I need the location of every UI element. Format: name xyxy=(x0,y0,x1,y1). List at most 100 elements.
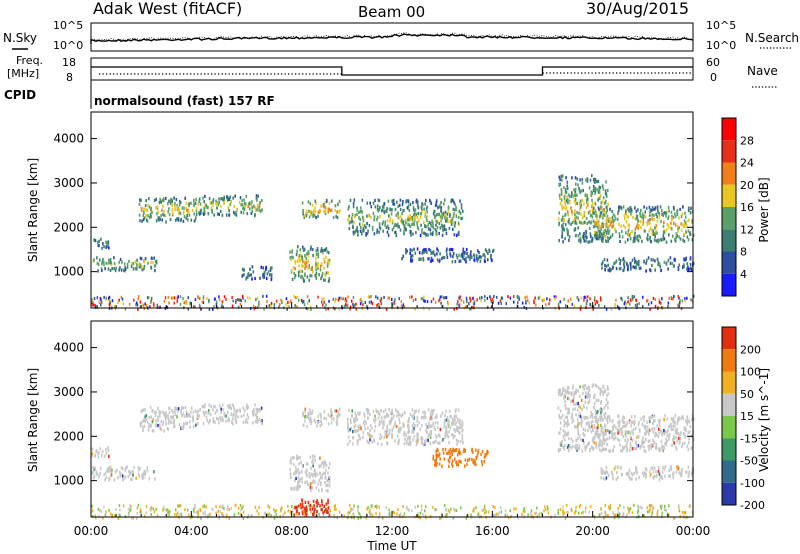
echo-cell xyxy=(405,248,407,252)
echo-cell xyxy=(684,435,686,439)
echo-cell xyxy=(566,184,568,188)
echo-cell xyxy=(165,415,168,419)
noise-echo xyxy=(295,512,298,516)
noise-echo xyxy=(179,302,182,306)
noise-echo xyxy=(652,504,654,508)
noise-echo xyxy=(318,512,320,516)
noise-echo xyxy=(426,300,429,304)
echo-cell xyxy=(173,419,176,423)
echo-cell xyxy=(645,472,647,476)
echo-cell xyxy=(445,231,448,236)
echo-cell xyxy=(366,221,368,226)
echo-cell xyxy=(571,420,574,424)
noise-echo xyxy=(193,509,195,513)
echo-cell xyxy=(685,470,687,474)
noise-echo xyxy=(604,510,606,514)
echo-cell xyxy=(583,202,585,206)
echo-cell xyxy=(638,428,641,432)
echo-cell xyxy=(372,410,375,414)
noise-echo xyxy=(515,507,517,511)
noise-echo xyxy=(242,296,244,300)
echo-cell xyxy=(567,419,569,423)
noise-echo xyxy=(139,300,142,304)
echo-cell xyxy=(575,402,577,406)
echo-cell xyxy=(377,416,380,420)
echo-cell xyxy=(658,427,660,431)
echo-cell xyxy=(589,449,591,453)
noise-echo xyxy=(658,298,661,302)
echo-cell xyxy=(406,249,408,253)
echo-cell xyxy=(427,233,429,237)
echo-cell xyxy=(262,274,264,279)
echo-cell xyxy=(328,207,330,211)
echo-cell xyxy=(659,265,661,269)
echo-cell xyxy=(212,198,215,202)
echo-cell xyxy=(452,252,455,256)
echo-cell xyxy=(309,274,311,278)
echo-cell xyxy=(454,221,457,225)
echo-cell xyxy=(349,198,352,202)
noise-echo xyxy=(111,513,114,517)
echo-cell xyxy=(558,239,560,243)
echo-cell xyxy=(374,414,376,418)
echo-cell xyxy=(296,488,298,492)
echo-cell xyxy=(107,258,110,262)
echo-cell xyxy=(269,266,272,270)
echo-cell xyxy=(327,210,329,214)
echo-cell xyxy=(201,405,204,409)
echo-cell xyxy=(114,470,117,474)
echo-cell xyxy=(633,419,636,423)
echo-cell xyxy=(165,417,167,422)
echo-cell xyxy=(570,222,572,226)
echo-cell xyxy=(561,439,564,443)
echo-cell xyxy=(397,413,400,417)
noise-trace xyxy=(90,32,694,44)
echo-cell xyxy=(316,510,318,514)
echo-cell xyxy=(586,221,589,225)
noise-echo xyxy=(564,516,567,520)
echo-cell xyxy=(388,214,390,218)
echo-cell xyxy=(190,406,193,410)
echo-cell xyxy=(324,248,326,252)
echo-cell xyxy=(451,217,454,222)
noise-echo xyxy=(565,304,567,308)
echo-cell xyxy=(589,221,592,225)
noise-echo xyxy=(219,505,221,509)
echo-cell xyxy=(603,232,605,236)
echo-cell xyxy=(309,209,312,214)
echo-cell xyxy=(607,219,610,223)
echo-cell xyxy=(187,218,189,222)
echo-cell xyxy=(591,415,594,419)
echo-cell xyxy=(672,420,674,424)
noise-echo xyxy=(567,299,569,303)
echo-cell xyxy=(444,419,446,423)
echo-cell xyxy=(303,248,306,252)
echo-cell xyxy=(299,478,301,482)
echo-cell xyxy=(408,419,410,424)
noise-echo xyxy=(294,296,297,300)
noise-echo xyxy=(301,299,303,303)
echo-cell xyxy=(324,475,327,479)
echo-cell xyxy=(298,512,300,516)
noise-echo xyxy=(501,296,504,300)
echo-cell xyxy=(409,412,412,416)
nsky-label: N.Sky xyxy=(3,31,37,45)
echo-cell xyxy=(121,466,124,470)
echo-cell xyxy=(592,225,595,229)
echo-cell xyxy=(352,430,354,434)
noise-echo xyxy=(600,512,603,515)
echo-cell xyxy=(429,435,432,440)
echo-cell xyxy=(623,416,625,420)
echo-cell xyxy=(631,430,633,434)
echo-cell xyxy=(470,255,473,260)
noise-echo xyxy=(575,509,577,513)
echo-cell xyxy=(585,391,587,395)
echo-cell xyxy=(356,208,359,212)
echo-cell xyxy=(451,248,454,252)
echo-cell xyxy=(561,174,564,178)
echo-cell xyxy=(574,209,576,213)
noise-echo xyxy=(489,295,491,299)
noise-echo xyxy=(96,296,99,300)
echo-cell xyxy=(634,217,637,221)
echo-cell xyxy=(440,215,442,219)
